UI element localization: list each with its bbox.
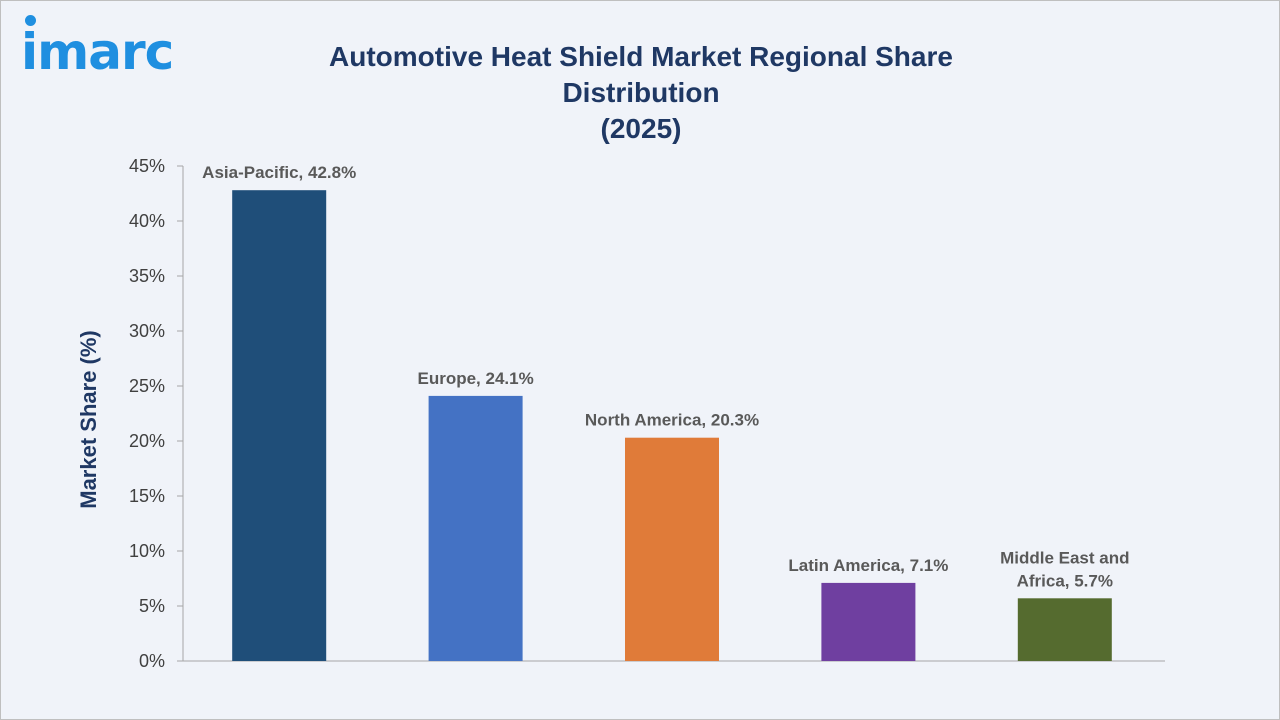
y-tick-label: 25% xyxy=(129,376,165,396)
data-label: Europe, 24.1% xyxy=(417,369,533,388)
y-tick-label: 15% xyxy=(129,486,165,506)
data-label: Africa, 5.7% xyxy=(1017,571,1113,590)
y-tick-label: 45% xyxy=(129,156,165,176)
y-tick-label: 35% xyxy=(129,266,165,286)
y-tick-label: 20% xyxy=(129,431,165,451)
bar-1 xyxy=(428,395,523,661)
y-tick-label: 10% xyxy=(129,541,165,561)
imarc-logo: imarc xyxy=(21,13,211,83)
bar-3 xyxy=(821,582,916,661)
data-label: Latin America, 7.1% xyxy=(788,556,948,575)
data-label: Asia-Pacific, 42.8% xyxy=(202,163,356,182)
y-tick-label: 30% xyxy=(129,321,165,341)
chart-title-line-1: Automotive Heat Shield Market Regional S… xyxy=(329,41,953,108)
logo-dot-icon xyxy=(25,15,36,26)
bar-0 xyxy=(232,190,327,661)
chart-title: Automotive Heat Shield Market Regional S… xyxy=(261,39,1021,147)
y-tick-label: 0% xyxy=(139,651,165,671)
y-axis-label: Market Share (%) xyxy=(76,330,101,509)
bar-2 xyxy=(625,437,719,661)
bar-4 xyxy=(1017,598,1112,661)
data-label: Middle East and xyxy=(1000,548,1129,567)
logo-text: imarc xyxy=(21,23,174,81)
y-tick-label: 40% xyxy=(129,211,165,231)
chart-title-line-2: (2025) xyxy=(600,113,682,144)
data-label: North America, 20.3% xyxy=(585,411,759,430)
y-tick-label: 5% xyxy=(139,596,165,616)
